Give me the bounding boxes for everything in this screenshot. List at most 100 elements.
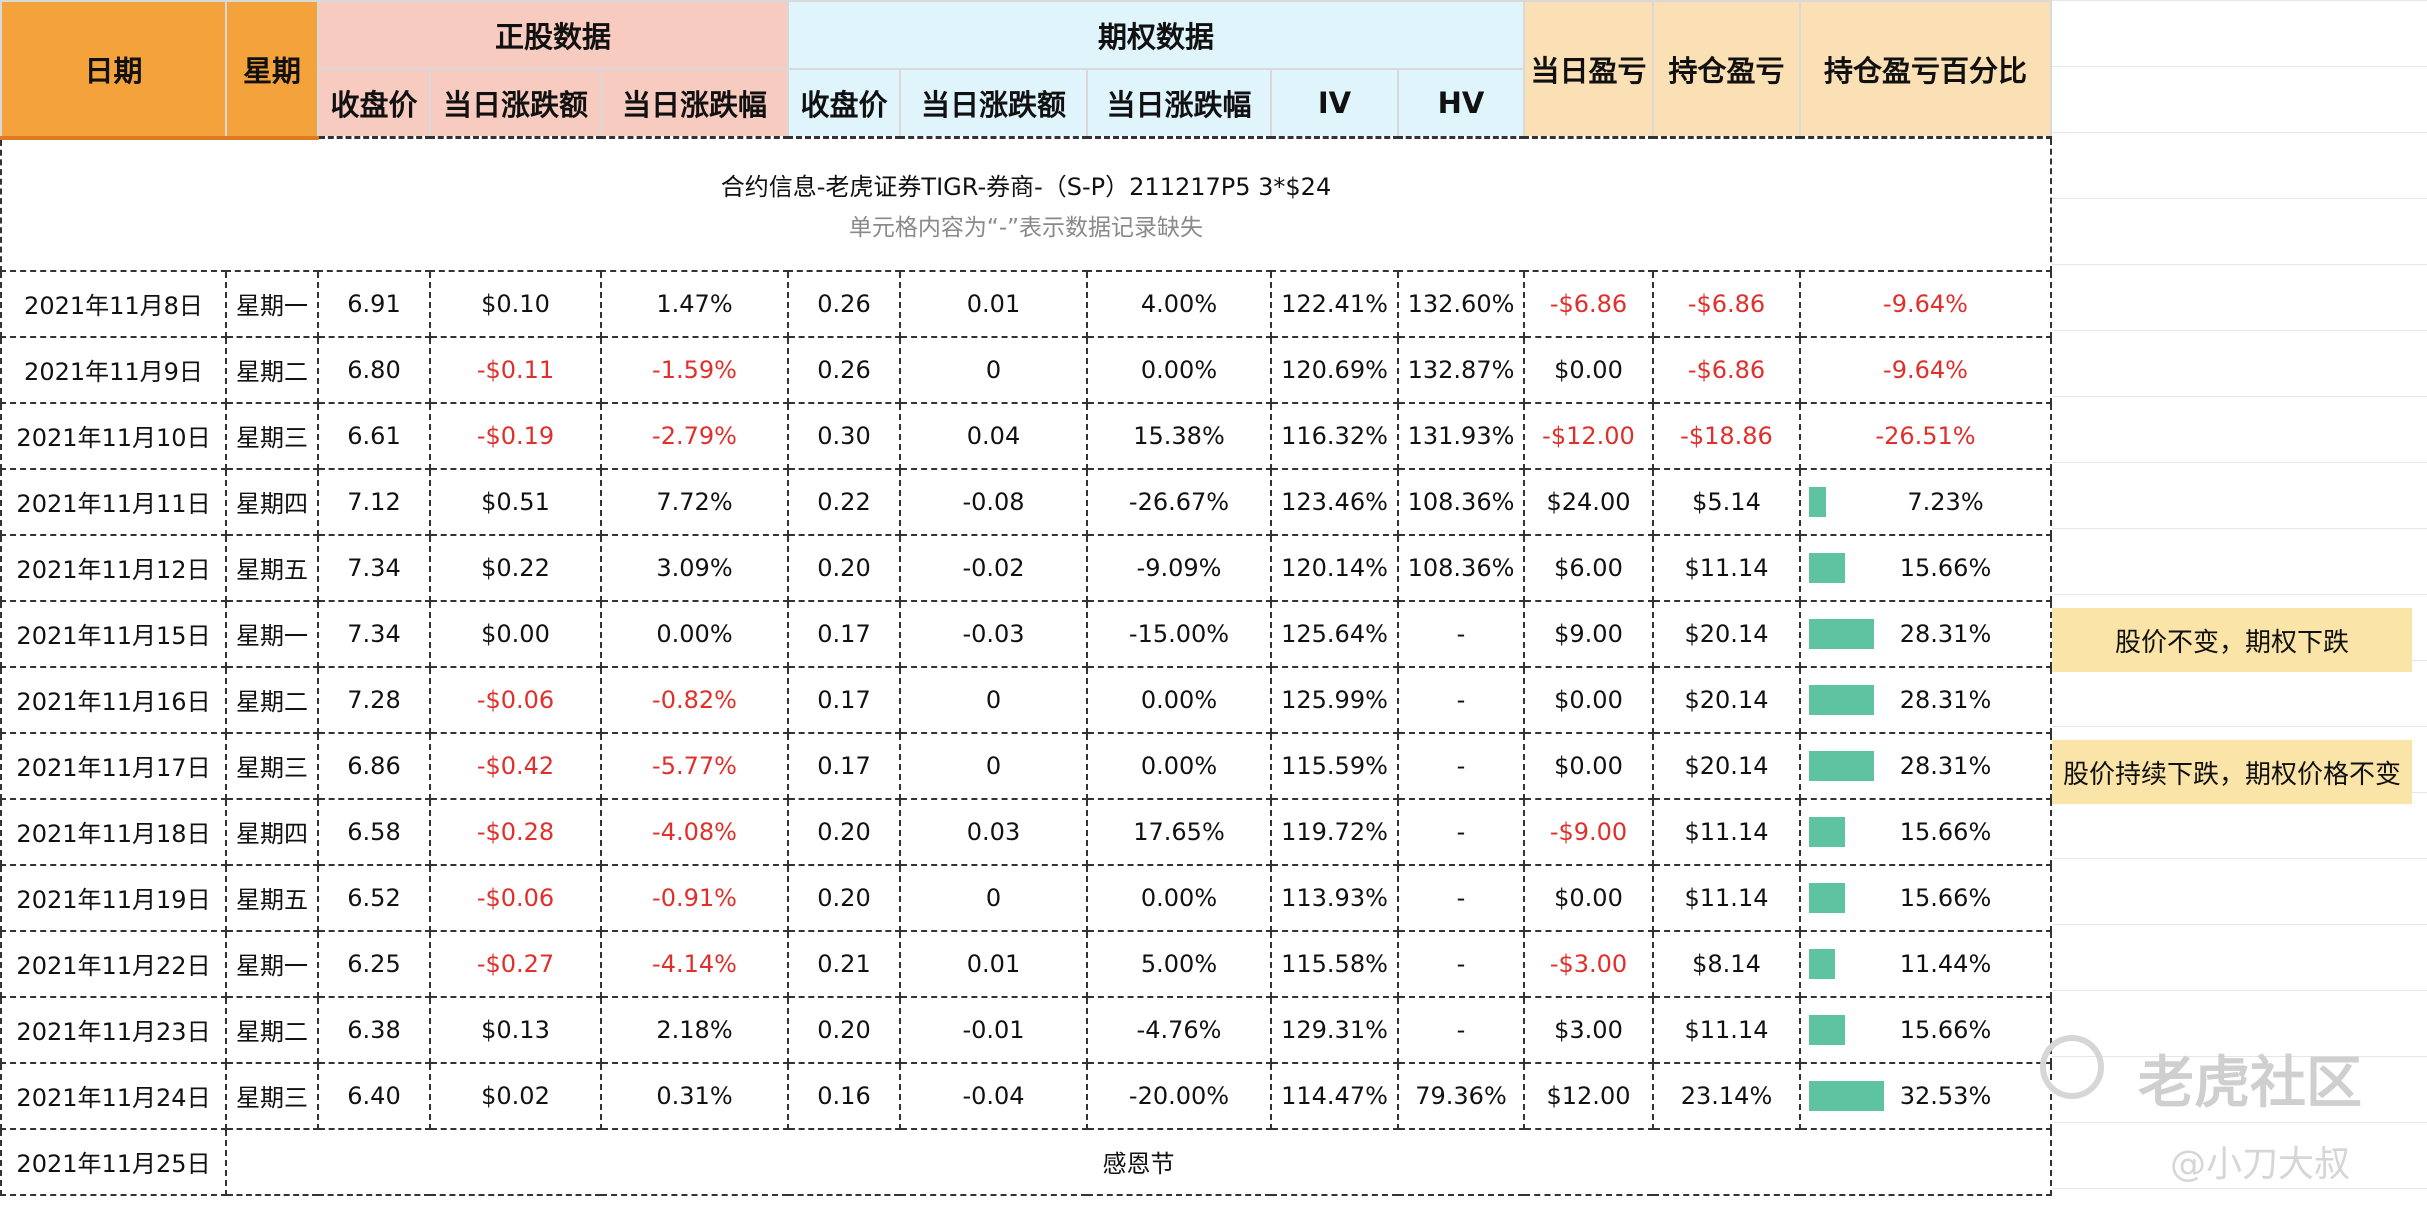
iv-cell[interactable]: 120.14% [1270,533,1399,602]
header-weekday[interactable]: 星期 [225,0,319,140]
stock-change-cell[interactable]: -$0.42 [429,731,602,800]
option-change-cell[interactable]: 0.04 [899,401,1088,470]
position-pnl-pct-cell[interactable]: -26.51% [1799,401,2052,470]
stock-change-pct-cell[interactable]: -0.82% [600,665,789,734]
position-pnl-pct-cell[interactable]: 28.31% [1799,665,2052,734]
hv-cell[interactable]: 108.36% [1397,533,1525,602]
daily-pnl-cell[interactable]: $3.00 [1523,995,1654,1064]
header-option-group[interactable]: 期权数据 [787,0,1525,70]
hv-cell[interactable]: 132.87% [1397,335,1525,404]
stock-change-pct-cell[interactable]: -4.08% [600,797,789,866]
stock-close-cell[interactable]: 6.91 [317,269,431,338]
date-cell[interactable]: 2021年11月24日 [0,1061,227,1130]
weekday-cell[interactable]: 星期一 [225,929,319,998]
iv-cell[interactable]: 125.99% [1270,665,1399,734]
hv-cell[interactable]: - [1397,665,1525,734]
weekday-cell[interactable]: 星期五 [225,863,319,932]
option-change-pct-cell[interactable]: 0.00% [1086,863,1272,932]
position-pnl-cell[interactable]: $20.14 [1652,599,1801,668]
position-pnl-pct-cell[interactable]: 11.44% [1799,929,2052,998]
option-change-cell[interactable]: -0.04 [899,1061,1088,1130]
daily-pnl-cell[interactable]: -$6.86 [1523,269,1654,338]
weekday-cell[interactable]: 星期二 [225,665,319,734]
position-pnl-pct-cell[interactable]: 15.66% [1799,797,2052,866]
option-change-pct-cell[interactable]: -9.09% [1086,533,1272,602]
date-cell[interactable]: 2021年11月18日 [0,797,227,866]
header-option-change-pct[interactable]: 当日涨跌幅 [1086,68,1272,139]
daily-pnl-cell[interactable]: $6.00 [1523,533,1654,602]
stock-change-cell[interactable]: $0.22 [429,533,602,602]
daily-pnl-cell[interactable]: -$3.00 [1523,929,1654,998]
daily-pnl-cell[interactable]: $12.00 [1523,1061,1654,1130]
option-change-cell[interactable]: -0.03 [899,599,1088,668]
option-change-pct-cell[interactable]: 17.65% [1086,797,1272,866]
stock-close-cell[interactable]: 6.25 [317,929,431,998]
iv-cell[interactable]: 116.32% [1270,401,1399,470]
option-change-pct-cell[interactable]: 0.00% [1086,335,1272,404]
position-pnl-pct-cell[interactable]: 15.66% [1799,533,2052,602]
hv-cell[interactable]: - [1397,863,1525,932]
stock-change-cell[interactable]: $0.10 [429,269,602,338]
stock-change-cell[interactable]: -$0.27 [429,929,602,998]
stock-change-pct-cell[interactable]: 3.09% [600,533,789,602]
hv-cell[interactable]: 132.60% [1397,269,1525,338]
option-close-cell[interactable]: 0.20 [787,995,901,1064]
option-close-cell[interactable]: 0.30 [787,401,901,470]
stock-change-cell[interactable]: -$0.28 [429,797,602,866]
date-cell[interactable]: 2021年11月9日 [0,335,227,404]
stock-close-cell[interactable]: 7.34 [317,599,431,668]
weekday-cell[interactable]: 星期四 [225,467,319,536]
option-change-cell[interactable]: -0.01 [899,995,1088,1064]
date-cell[interactable]: 2021年11月16日 [0,665,227,734]
stock-change-pct-cell[interactable]: 0.00% [600,599,789,668]
header-position-pnl[interactable]: 持仓盈亏 [1652,0,1801,139]
daily-pnl-cell[interactable]: -$9.00 [1523,797,1654,866]
stock-change-cell[interactable]: -$0.11 [429,335,602,404]
stock-change-pct-cell[interactable]: -4.14% [600,929,789,998]
iv-cell[interactable]: 120.69% [1270,335,1399,404]
header-position-pnl-pct[interactable]: 持仓盈亏百分比 [1799,0,2052,139]
option-change-pct-cell[interactable]: 4.00% [1086,269,1272,338]
option-change-cell[interactable]: -0.08 [899,467,1088,536]
date-cell[interactable]: 2021年11月15日 [0,599,227,668]
option-close-cell[interactable]: 0.26 [787,335,901,404]
position-pnl-cell[interactable]: -$6.86 [1652,269,1801,338]
option-change-cell[interactable]: 0.01 [899,929,1088,998]
iv-cell[interactable]: 115.59% [1270,731,1399,800]
weekday-cell[interactable]: 星期三 [225,1061,319,1130]
header-option-close[interactable]: 收盘价 [787,68,901,139]
header-option-change[interactable]: 当日涨跌额 [899,68,1088,139]
position-pnl-pct-cell[interactable]: -9.64% [1799,269,2052,338]
stock-close-cell[interactable]: 7.12 [317,467,431,536]
position-pnl-cell[interactable]: $20.14 [1652,665,1801,734]
stock-change-pct-cell[interactable]: -2.79% [600,401,789,470]
iv-cell[interactable]: 122.41% [1270,269,1399,338]
header-iv[interactable]: IV [1270,68,1399,139]
date-cell[interactable]: 2021年11月17日 [0,731,227,800]
stock-close-cell[interactable]: 6.80 [317,335,431,404]
option-change-cell[interactable]: 0 [899,335,1088,404]
stock-change-pct-cell[interactable]: -5.77% [600,731,789,800]
option-close-cell[interactable]: 0.22 [787,467,901,536]
option-change-pct-cell[interactable]: -15.00% [1086,599,1272,668]
stock-change-cell[interactable]: $0.00 [429,599,602,668]
option-close-cell[interactable]: 0.16 [787,1061,901,1130]
position-pnl-pct-cell[interactable]: 28.31% [1799,599,2052,668]
annotation-note[interactable]: 股价不变，期权下跌 [2052,608,2412,672]
position-pnl-pct-cell[interactable]: 28.31% [1799,731,2052,800]
option-change-cell[interactable]: 0 [899,863,1088,932]
option-close-cell[interactable]: 0.17 [787,599,901,668]
date-cell[interactable]: 2021年11月19日 [0,863,227,932]
stock-close-cell[interactable]: 6.38 [317,995,431,1064]
position-pnl-cell[interactable]: $11.14 [1652,797,1801,866]
position-pnl-pct-cell[interactable]: 7.23% [1799,467,2052,536]
stock-change-cell[interactable]: -$0.19 [429,401,602,470]
stock-change-cell[interactable]: $0.51 [429,467,602,536]
option-change-cell[interactable]: 0.01 [899,269,1088,338]
date-cell[interactable]: 2021年11月12日 [0,533,227,602]
option-close-cell[interactable]: 0.20 [787,797,901,866]
header-stock-change-pct[interactable]: 当日涨跌幅 [600,68,789,139]
daily-pnl-cell[interactable]: $9.00 [1523,599,1654,668]
date-cell[interactable]: 2021年11月25日 [0,1127,227,1196]
date-cell[interactable]: 2021年11月10日 [0,401,227,470]
